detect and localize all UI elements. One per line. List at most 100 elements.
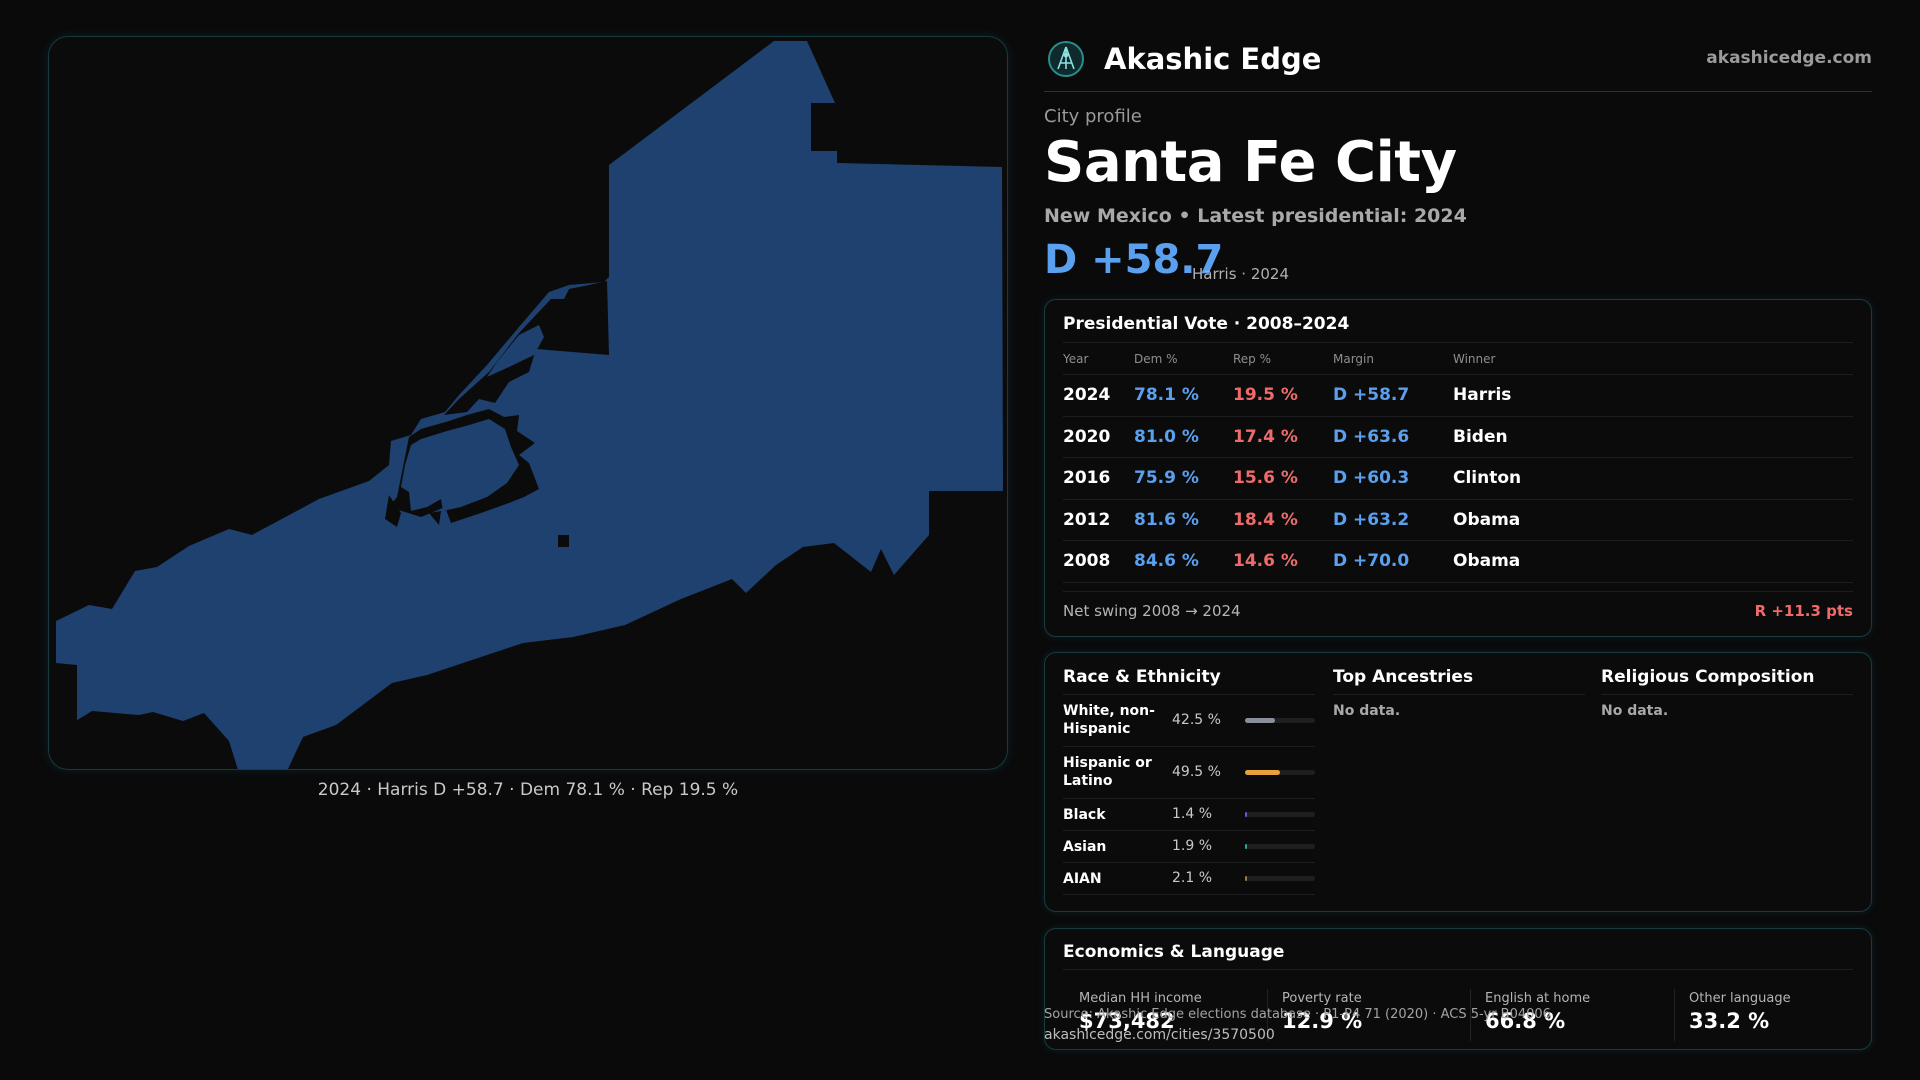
map-caption: 2024 · Harris D +58.7 · Dem 78.1 % · Rep… [317, 780, 739, 800]
race-bar-fill [1245, 718, 1275, 723]
brand-url-link[interactable]: akashicedge.com [1706, 48, 1872, 68]
race-ethnicity-title: Race & Ethnicity [1063, 667, 1315, 695]
cell-rep: 14.6 % [1233, 540, 1333, 583]
race-percent: 42.5 % [1172, 712, 1221, 728]
presidential-vote-card: Presidential Vote · 2008–2024 Year Dem %… [1044, 299, 1872, 637]
cell-rep: 17.4 % [1233, 416, 1333, 458]
net-swing-value: R +11.3 pts [1754, 602, 1853, 620]
cell-year: 2020 [1063, 416, 1134, 458]
stat-value: 12.9 % [1282, 1009, 1363, 1033]
table-header-row: Year Dem % Rep % Margin Winner [1063, 342, 1853, 375]
column-header-rep: Rep % [1233, 342, 1333, 375]
stat-value: $73,482 [1079, 1009, 1175, 1033]
race-label: Asian [1063, 839, 1107, 855]
cell-rep: 19.5 % [1233, 374, 1333, 417]
cell-margin: D +63.2 [1333, 499, 1453, 541]
cell-margin: D +58.7 [1333, 374, 1453, 417]
race-bar-track [1245, 770, 1315, 775]
headline-margin-detail: Harris · 2024 [1192, 265, 1290, 283]
stat-value: 66.8 % [1485, 1009, 1566, 1033]
cell-winner: Obama [1453, 540, 1853, 583]
cell-dem: 75.9 % [1134, 457, 1233, 500]
stat-poverty-rate: Poverty rate 12.9 % [1282, 991, 1362, 1033]
stat-value: 33.2 % [1689, 1009, 1770, 1033]
cell-winner: Obama [1453, 499, 1853, 541]
race-row: Black 1.4 % [1063, 799, 1315, 831]
cell-dem: 81.6 % [1134, 499, 1233, 541]
race-bar-fill [1245, 812, 1247, 817]
column-header-dem: Dem % [1134, 342, 1233, 375]
divider [1267, 989, 1268, 1041]
race-row: White, non-Hispanic 42.5 % [1063, 695, 1315, 747]
divider [1063, 969, 1853, 970]
ancestries-empty-state: No data. [1333, 703, 1401, 719]
footer-permalink[interactable]: akashicedge.com/cities/3570500 [1044, 1027, 1275, 1043]
race-row: AIAN 2.1 % [1063, 863, 1315, 895]
table-row: 2016 75.9 % 15.6 % D +60.3 Clinton [1063, 457, 1853, 500]
divider [1674, 989, 1675, 1041]
stat-label: Poverty rate [1282, 991, 1362, 1006]
page-subtitle: New Mexico • Latest presidential: 2024 [1044, 205, 1467, 227]
race-ethnicity-section: Race & Ethnicity White, non-Hispanic 42.5… [1063, 667, 1315, 895]
stat-other-language: Other language 33.2 % [1689, 991, 1791, 1033]
cell-winner: Clinton [1453, 457, 1853, 500]
ancestries-title: Top Ancestries [1333, 667, 1585, 695]
map-panel[interactable] [48, 36, 1008, 770]
race-bar-track [1245, 844, 1315, 849]
stat-label: English at home [1485, 991, 1591, 1006]
cell-rep: 15.6 % [1233, 457, 1333, 500]
cell-year: 2016 [1063, 457, 1134, 500]
race-row: Hispanic or Latino 49.5 % [1063, 747, 1315, 799]
page-eyebrow: City profile [1044, 106, 1142, 127]
city-boundary-map[interactable] [49, 37, 1008, 770]
cell-margin: D +60.3 [1333, 457, 1453, 500]
table-row: 2008 84.6 % 14.6 % D +70.0 Obama [1063, 540, 1853, 583]
religion-section: Religious Composition No data. [1601, 667, 1853, 719]
race-percent: 1.4 % [1172, 806, 1213, 822]
presidential-vote-title: Presidential Vote · 2008–2024 [1063, 314, 1350, 334]
brand-name[interactable]: Akashic Edge [1104, 42, 1322, 76]
stat-english-at-home: English at home 66.8 % [1485, 991, 1590, 1033]
stat-label: Median HH income [1079, 991, 1202, 1006]
race-bar-track [1245, 876, 1315, 881]
religion-title: Religious Composition [1601, 667, 1853, 695]
cell-margin: D +63.6 [1333, 416, 1453, 458]
net-swing-label: Net swing 2008 → 2024 [1063, 602, 1241, 620]
race-percent: 49.5 % [1172, 764, 1221, 780]
table-row: 2020 81.0 % 17.4 % D +63.6 Biden [1063, 416, 1853, 458]
race-percent: 2.1 % [1172, 870, 1213, 886]
cell-rep: 18.4 % [1233, 499, 1333, 541]
economics-title: Economics & Language [1063, 942, 1285, 962]
stat-median-income: Median HH income $73,482 [1079, 991, 1202, 1033]
net-swing-row: Net swing 2008 → 2024 R +11.3 pts [1063, 591, 1853, 625]
column-header-year: Year [1063, 342, 1134, 375]
race-bar-fill [1245, 844, 1247, 849]
race-label: Hispanic or Latino [1063, 755, 1152, 789]
cell-winner: Harris [1453, 374, 1853, 417]
cell-year: 2024 [1063, 374, 1134, 417]
cell-dem: 78.1 % [1134, 374, 1233, 417]
cell-year: 2008 [1063, 540, 1134, 583]
cell-year: 2012 [1063, 499, 1134, 541]
stat-label: Other language [1689, 991, 1791, 1006]
footer-source: Source: Akashic Edge elections database … [1044, 1007, 1551, 1022]
city-boundary-shape[interactable] [56, 41, 1003, 770]
cell-dem: 84.6 % [1134, 540, 1233, 583]
race-row: Asian 1.9 % [1063, 831, 1315, 863]
presidential-vote-table: Year Dem % Rep % Margin Winner 2024 78.1… [1063, 342, 1853, 583]
demographics-card: Race & Ethnicity White, non-Hispanic 42.5… [1044, 652, 1872, 912]
race-bar-track [1245, 812, 1315, 817]
cell-winner: Biden [1453, 416, 1853, 458]
religion-empty-state: No data. [1601, 703, 1669, 719]
race-label: AIAN [1063, 871, 1102, 887]
race-label: White, non-Hispanic [1063, 703, 1155, 737]
column-header-margin: Margin [1333, 342, 1453, 375]
race-percent: 1.9 % [1172, 838, 1213, 854]
table-row: 2012 81.6 % 18.4 % D +63.2 Obama [1063, 499, 1853, 541]
headline-margin: D +58.7 [1044, 237, 1224, 283]
table-row: 2024 78.1 % 19.5 % D +58.7 Harris [1063, 374, 1853, 417]
page-title: Santa Fe City [1044, 130, 1457, 195]
race-bar-track [1245, 718, 1315, 723]
cell-margin: D +70.0 [1333, 540, 1453, 583]
akashic-logo-icon[interactable] [1047, 40, 1085, 78]
